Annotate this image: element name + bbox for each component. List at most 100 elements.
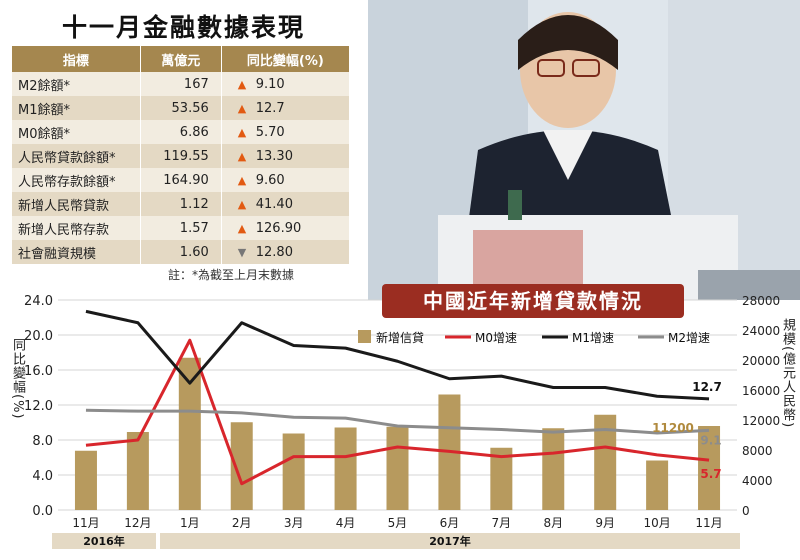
m2-line — [85, 408, 710, 435]
table-row: M2餘額* 167 ▲ 9.10 — [12, 72, 351, 96]
indicator-name: 人民幣貸款餘額* — [12, 144, 141, 168]
financial-data-table: 指標 萬億元 同比變幅(%) M2餘額* 167 ▲ 9.10 M1餘額* 53.56 ▲ 1… — [12, 46, 351, 264]
right-tick-label: 20000 — [742, 354, 780, 368]
bar — [698, 426, 721, 510]
indicator-name: 社會融資規模 — [12, 240, 141, 264]
m2-last-label: 9.1 — [700, 433, 721, 447]
x-tick-label: 10月 — [643, 516, 670, 530]
change-value: 41.40 — [255, 196, 293, 212]
table-row: M1餘額* 53.56 ▲ 12.7 — [12, 96, 351, 120]
page-title: 十一月金融數據表現 — [62, 13, 306, 42]
bank-teller-photo — [368, 0, 800, 300]
change-value: 126.90 — [255, 220, 302, 236]
change-value: 12.80 — [255, 244, 293, 260]
x-tick-label: 11月 — [72, 516, 99, 530]
x-tick-label: 6月 — [440, 516, 460, 530]
year-band — [52, 533, 156, 549]
legend-label: M1增速 — [572, 331, 614, 345]
change-value: 12.7 — [255, 100, 285, 116]
m0-line — [85, 338, 710, 486]
indicator-name: 新增人民幣貸款 — [12, 192, 141, 216]
left-tick-label: 20.0 — [24, 329, 53, 344]
right-tick-label: 0 — [742, 504, 750, 518]
change-value: 13.30 — [255, 148, 293, 164]
indicator-name: M1餘額* — [12, 96, 141, 120]
up-triangle-icon: ▲ — [237, 221, 247, 235]
left-tick-label: 12.0 — [24, 399, 53, 414]
bar — [646, 460, 669, 510]
up-triangle-icon: ▲ — [237, 173, 247, 187]
bar — [282, 433, 305, 510]
bar — [386, 426, 409, 510]
bar — [490, 447, 513, 510]
year-label: 2016年 — [83, 534, 125, 548]
bar — [178, 357, 201, 510]
x-tick-label: 11月 — [695, 516, 722, 530]
up-triangle-icon: ▲ — [237, 77, 247, 91]
column-header: 萬億元 — [140, 46, 222, 72]
right-tick-label: 24000 — [742, 324, 780, 338]
table-row: 人民幣貸款餘額* 119.55 ▲ 13.30 — [12, 144, 351, 168]
indicator-change: ▲ 9.10 — [221, 72, 351, 96]
x-tick-label: 3月 — [284, 516, 304, 530]
table-footnote: 註：*為截至上月末數據 — [168, 268, 295, 282]
indicator-name: M0餘額* — [12, 120, 141, 144]
indicator-value: 1.12 — [140, 192, 222, 216]
indicator-change: ▲ 5.70 — [221, 120, 351, 144]
bar-last-label: 11200 — [652, 421, 694, 435]
column-header: 指標 — [12, 46, 141, 72]
change-value: 5.70 — [255, 124, 285, 140]
left-tick-label: 0.0 — [32, 504, 53, 519]
right-tick-label: 4000 — [742, 474, 773, 488]
x-tick-label: 4月 — [336, 516, 356, 530]
indicator-value: 119.55 — [140, 144, 222, 168]
up-triangle-icon: ▲ — [237, 101, 247, 115]
indicator-value: 167 — [140, 72, 222, 96]
left-tick-label: 4.0 — [32, 469, 53, 484]
legend-label: M2增速 — [668, 331, 710, 345]
legend-label: M0增速 — [475, 331, 517, 345]
up-triangle-icon: ▲ — [237, 197, 247, 211]
indicator-value: 6.86 — [140, 120, 222, 144]
indicator-change: ▲ 126.90 — [221, 216, 351, 240]
x-tick-label: 5月 — [388, 516, 408, 530]
table-header-row: 指標 萬億元 同比變幅(%) — [12, 46, 351, 72]
change-value: 9.60 — [255, 172, 285, 188]
x-tick-label: 12月 — [124, 516, 151, 530]
down-triangle-icon: ▼ — [237, 245, 247, 259]
change-value: 9.10 — [255, 76, 285, 92]
left-tick-label: 16.0 — [24, 364, 53, 379]
table-row: M0餘額* 6.86 ▲ 5.70 — [12, 120, 351, 144]
chart-title: 中國近年新增貸款情況 — [382, 284, 684, 318]
indicator-name: 人民幣存款餘額* — [12, 168, 141, 192]
left-tick-label: 8.0 — [32, 434, 53, 449]
left-tick-label: 24.0 — [24, 294, 53, 309]
indicator-change: ▲ 13.30 — [221, 144, 351, 168]
m1-last-label: 12.7 — [692, 380, 722, 394]
table-row: 人民幣存款餘額* 164.90 ▲ 9.60 — [12, 168, 351, 192]
table-row: 新增人民幣存款 1.57 ▲ 126.90 — [12, 216, 351, 240]
x-tick-label: 1月 — [180, 516, 200, 530]
year-band — [160, 533, 740, 549]
up-triangle-icon: ▲ — [237, 149, 247, 163]
bar — [334, 427, 357, 510]
indicator-name: M2餘額* — [12, 72, 141, 96]
bar — [230, 422, 253, 510]
m1-line — [85, 309, 710, 401]
indicator-change: ▲ 12.7 — [221, 96, 351, 120]
table-row: 新增人民幣貸款 1.12 ▲ 41.40 — [12, 192, 351, 216]
table-row: 社會融資規模 1.60 ▼ 12.80 — [12, 240, 351, 264]
legend-label: 新增信貸 — [376, 330, 424, 345]
indicator-name: 新增人民幣存款 — [12, 216, 141, 240]
x-tick-label: 2月 — [232, 516, 252, 530]
right-tick-label: 16000 — [742, 384, 780, 398]
x-tick-label: 8月 — [543, 516, 563, 530]
bar — [74, 450, 97, 510]
indicator-value: 1.57 — [140, 216, 222, 240]
bar — [542, 428, 565, 510]
x-tick-label: 9月 — [595, 516, 615, 530]
right-tick-label: 12000 — [742, 414, 780, 428]
right-tick-label: 28000 — [742, 294, 780, 308]
x-tick-label: 7月 — [492, 516, 512, 530]
